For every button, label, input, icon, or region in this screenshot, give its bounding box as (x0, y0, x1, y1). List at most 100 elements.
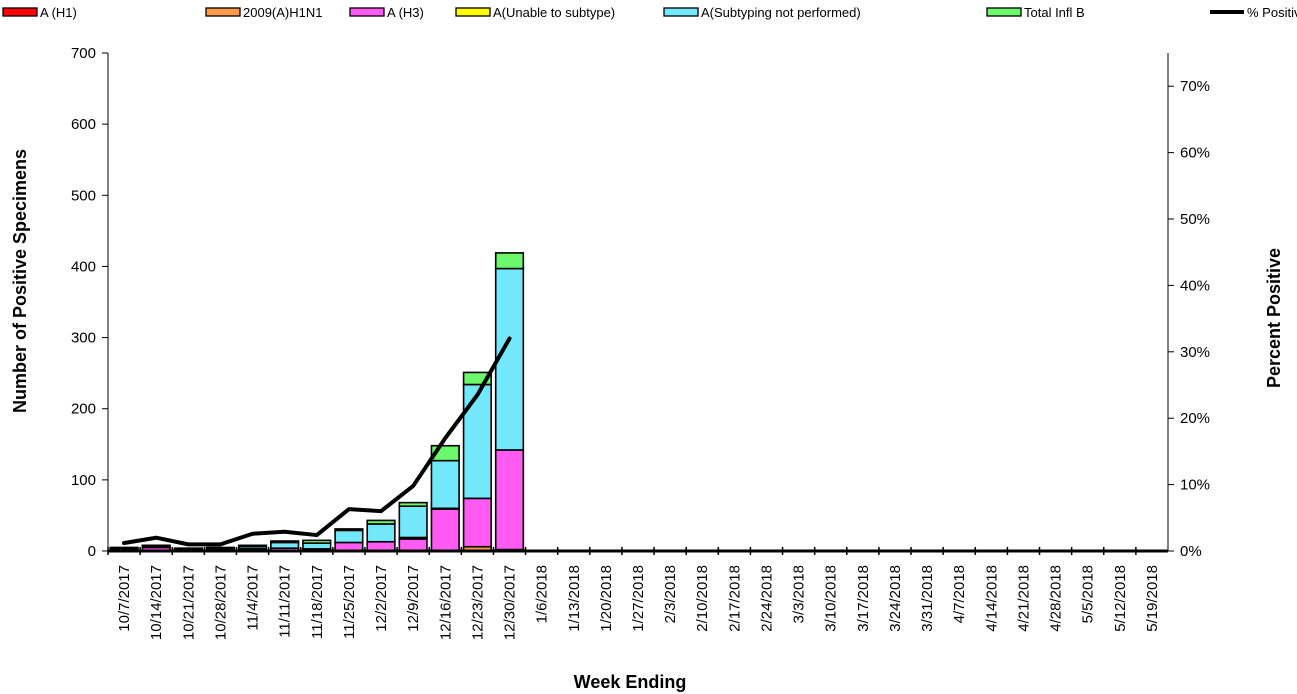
bar-segment (494, 267, 525, 451)
x-tick-label: 5/19/2018 (1144, 565, 1161, 632)
bar-segment (494, 449, 525, 551)
x-tick-label: 3/3/2018 (791, 565, 808, 623)
legend-item: A(Subtyping not performed) (663, 5, 861, 20)
legend-item: 2009(A)H1N1 (205, 5, 323, 20)
bar-segment (205, 546, 236, 549)
x-tick-label: 3/31/2018 (919, 565, 936, 632)
y2-tick-label: 0% (1180, 543, 1202, 560)
y-axis-title: Number of Positive Specimens (10, 149, 30, 413)
bar-segment (270, 540, 300, 544)
x-tick-label: 1/6/2018 (534, 565, 551, 623)
legend-swatch (986, 7, 1022, 17)
bar-segment (334, 529, 364, 544)
bar-segment (462, 383, 493, 500)
x-tick-label: 3/10/2018 (823, 565, 840, 632)
bar-segment (302, 539, 332, 544)
x-tick-label: 10/7/2017 (116, 565, 133, 632)
legend-item: % Positive (1210, 5, 1297, 20)
y2-tick-label: 10% (1180, 477, 1210, 494)
legend-label: A(Unable to subtype) (493, 5, 615, 20)
x-tick-label: 12/30/2017 (502, 565, 519, 640)
x-tick-label: 12/16/2017 (437, 565, 454, 640)
bar-segment (398, 538, 428, 552)
bar-segment (398, 501, 428, 507)
bar-segment (141, 544, 171, 547)
legend-item: A (H3) (349, 5, 424, 20)
x-tick-label: 1/20/2018 (598, 565, 615, 632)
x-tick-label: 4/7/2018 (951, 565, 968, 623)
bar-segment (366, 519, 396, 525)
bar-segment (366, 523, 396, 543)
x-tick-label: 11/25/2017 (341, 565, 358, 639)
y2-tick-label: 30% (1180, 344, 1210, 361)
legend-swatch (349, 7, 385, 17)
x-tick-label: 2/10/2018 (694, 565, 711, 632)
legend-label: % Positive (1247, 5, 1297, 20)
x-tick-label: 2/17/2018 (726, 565, 743, 632)
bar-segment (398, 505, 428, 539)
bar-segment (173, 547, 203, 550)
legend-item: A (H1) (2, 5, 77, 20)
bar-segment (109, 546, 139, 549)
x-tick-label: 3/17/2018 (855, 565, 872, 632)
y-tick-label: 0 (88, 543, 96, 560)
bar-segment (462, 497, 493, 548)
legend-label: A (H3) (387, 5, 424, 20)
bar-segment (430, 508, 460, 552)
legend-item: A(Unable to subtype) (455, 5, 615, 20)
legend-swatch (455, 7, 491, 17)
x-tick-label: 2/24/2018 (758, 565, 775, 632)
x-tick-label: 3/24/2018 (887, 565, 904, 632)
bar-segment (334, 528, 364, 532)
y2-axis-title: Percent Positive (1264, 248, 1284, 388)
legend-label: A(Subtyping not performed) (701, 5, 861, 20)
y2-tick-label: 60% (1180, 145, 1210, 162)
y-tick-label: 400 (71, 258, 96, 275)
y-tick-label: 200 (71, 401, 96, 418)
x-tick-label: 10/28/2017 (212, 565, 229, 640)
y2-tick-label: 50% (1180, 211, 1210, 228)
x-tick-label: 11/11/2017 (277, 565, 294, 638)
x-tick-label: 4/28/2018 (1048, 565, 1065, 632)
x-tick-label: 5/5/2018 (1080, 565, 1097, 623)
y2-tick-label: 40% (1180, 277, 1210, 294)
y-tick-label: 500 (71, 187, 96, 204)
legend-swatch (2, 7, 38, 17)
x-tick-label: 12/9/2017 (405, 565, 422, 632)
y-tick-label: 600 (71, 116, 96, 133)
x-tick-label: 2/3/2018 (662, 565, 679, 623)
legend-label: A (H1) (40, 5, 77, 20)
percent-positive-line (122, 336, 512, 547)
y-tick-label: 100 (71, 472, 96, 489)
x-axis-title: Week Ending (574, 672, 687, 692)
y2-tick-label: 20% (1180, 410, 1210, 427)
y-tick-label: 300 (71, 330, 96, 347)
bars-layer (109, 252, 525, 552)
x-tick-label: 5/12/2018 (1112, 565, 1129, 632)
legend-label: Total Infl B (1024, 5, 1085, 20)
bar-segment (237, 544, 268, 548)
legend-swatch (205, 7, 241, 17)
bar-segment (430, 459, 460, 510)
legend-label: 2009(A)H1N1 (243, 5, 323, 20)
x-tick-label: 1/13/2018 (566, 565, 583, 632)
x-tick-label: 1/27/2018 (630, 565, 647, 632)
x-tick-label: 11/18/2017 (309, 565, 326, 639)
y2-tick-label: 70% (1180, 78, 1210, 95)
legend-item: Total Infl B (986, 5, 1085, 20)
legend: A (H1) 2009(A)H1N1 A (H3) A(Unable to subty… (2, 5, 1297, 20)
bar-segment (494, 252, 525, 270)
x-tick-label: 11/4/2017 (245, 565, 262, 631)
legend-swatch (663, 7, 699, 17)
x-tick-label: 12/23/2017 (469, 565, 486, 640)
x-tick-label: 12/2/2017 (373, 565, 390, 632)
x-tick-label: 10/21/2017 (180, 565, 197, 640)
y-tick-label: 700 (71, 45, 96, 62)
bar-segment (302, 542, 332, 550)
percent-positive-line-layer (122, 336, 512, 547)
x-tick-label: 4/14/2018 (983, 565, 1000, 632)
x-tick-label: 10/14/2017 (148, 565, 165, 640)
axes-layer: 0 100 200 300 400 500 600 700 0% 10% 20% 30% 40% 50% 6… (71, 45, 1210, 640)
bar-segment (270, 541, 300, 549)
